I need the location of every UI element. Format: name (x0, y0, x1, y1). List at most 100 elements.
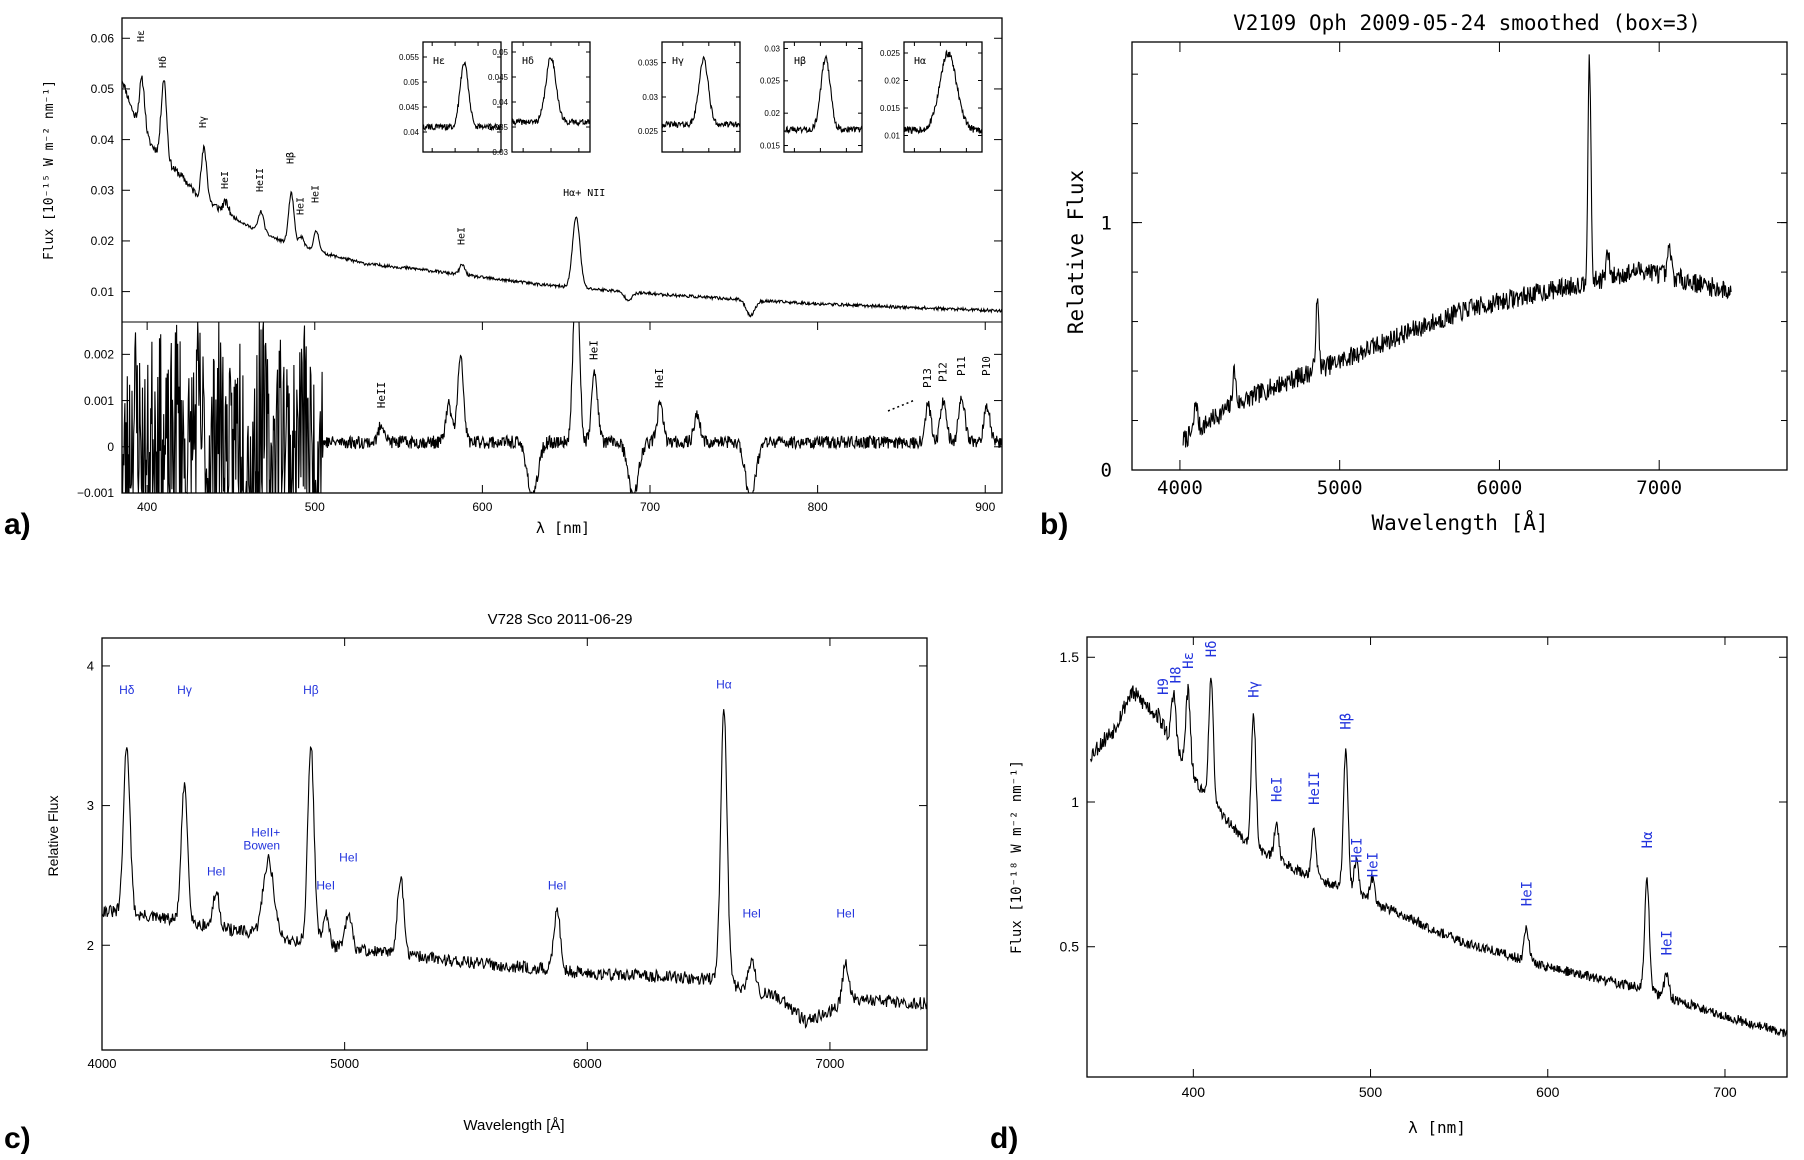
a-inset-y-tick-label: 0.015 (880, 104, 901, 113)
a-top-line-label: Hα+ NII (563, 188, 605, 199)
a-inset-y-tick-label: 0.05 (492, 48, 508, 57)
a-bottom-paschen-dots (887, 399, 916, 412)
a-inset-y-tick-label: 0.045 (399, 103, 420, 112)
a-inset-y-tick-label: 0.035 (488, 123, 509, 132)
panel-c-frame (101, 637, 928, 1051)
d-line-label: H8 (1169, 666, 1185, 683)
c-line-label: HeI (207, 864, 226, 878)
a-inset-title: Hβ (794, 56, 806, 67)
c-line-label: Bowen (243, 838, 280, 852)
panel-c: V728 Sco 2011-06-29 4000 5000 6000 7000 2 3 4 H… (45, 611, 928, 1134)
panel-d-frame (1086, 636, 1788, 1078)
panel-c-plot: 4000 5000 6000 7000 2 3 4 Hδ Hγ HeI HeII+Bowen Hβ He… (87, 638, 928, 1071)
panel-c-title: V728 Sco 2011-06-29 (488, 611, 633, 628)
a-bottom-y-tick-label: −0.001 (77, 486, 114, 500)
a-bottom-x-tick-label: 700 (640, 500, 660, 514)
a-inset-y-tick-label: 0.015 (760, 141, 781, 150)
a-bottom-y-tick-label: 0.001 (84, 394, 114, 408)
c-y-tick-label: 2 (87, 938, 94, 953)
panel-a-ylabel: Flux [10⁻¹⁵ W m⁻² nm⁻¹] (42, 80, 57, 260)
a-bottom-x-tick-label: 900 (975, 500, 995, 514)
b-y-tick-label: 1 (1101, 212, 1112, 234)
c-x-tick-label: 6000 (573, 1056, 602, 1071)
a-inset-y-tick-label: 0.025 (760, 77, 781, 86)
c-y-tick-label: 3 (87, 798, 94, 813)
a-top-y-tick-label: 0.02 (91, 234, 115, 248)
c-x-tick-label: 4000 (88, 1056, 117, 1071)
c-line-label: HeII+ (251, 825, 280, 839)
c-line-label: Hα (716, 677, 732, 691)
c-line-label: Hγ (177, 683, 192, 697)
a-inset-title: Hγ (672, 56, 684, 67)
panel-c-xlabel: Wavelength [Å] (463, 1117, 564, 1134)
d-line-label: HeI (1659, 930, 1675, 955)
d-line-label: Hγ (1247, 681, 1263, 698)
a-inset-y-tick-label: 0.04 (403, 128, 419, 137)
a-bottom-line-label: HeI (588, 340, 601, 360)
a-top-line-label: HeI (310, 185, 321, 203)
c-y-tick-label: 4 (87, 658, 94, 673)
a-bottom-y-tick-label: 0.002 (84, 348, 114, 362)
a-inset-frame (422, 41, 502, 153)
a-inset-spectrum-line (661, 55, 741, 129)
panel-d-ylabel: Flux [10⁻¹⁸ W m⁻² nm⁻¹] (1009, 760, 1025, 954)
panel-label-b: b) (1040, 508, 1068, 541)
d-line-label: HeI (1270, 777, 1286, 802)
c-spectrum-line (101, 709, 928, 1029)
a-inset-title: Hδ (522, 56, 534, 67)
a-bottom-line-label: P12 (936, 362, 949, 382)
d-x-tick-label: 600 (1536, 1084, 1560, 1100)
panel-label-d: d) (990, 1122, 1018, 1155)
a-top-spectrum-line (121, 75, 1003, 318)
a-inset-title: Hα (914, 56, 926, 67)
a-bottom-x-tick-label: 500 (305, 500, 325, 514)
a-top-line-label: HeI (456, 227, 467, 245)
a-bottom-spectrum-line (122, 321, 1003, 495)
a-top-y-tick-label: 0.03 (91, 183, 115, 197)
a-inset-y-tick-label: 0.01 (884, 131, 900, 140)
a-top-line-label: HeI (220, 171, 231, 189)
d-x-tick-label: 700 (1713, 1084, 1737, 1100)
a-top-line-label: HeI (295, 197, 306, 215)
c-line-label: HeI (316, 878, 335, 892)
b-spectrum-line (1182, 54, 1732, 448)
d-line-label: Hδ (1204, 640, 1220, 657)
a-top-y-tick-label: 0.01 (91, 285, 115, 299)
d-line-label: HeII (1307, 771, 1323, 805)
a-inset-y-tick-label: 0.025 (638, 127, 659, 136)
a-inset-y-tick-label: 0.03 (492, 148, 508, 157)
d-line-label: HeI (1365, 852, 1381, 877)
panel-label-c: c) (4, 1122, 31, 1155)
panel-a-xlabel: λ [nm] (536, 519, 590, 537)
panel-a: 0.01 0.02 0.03 0.04 0.05 0.06 Hε Hδ Hγ HeI HeII Hβ H… (42, 17, 1003, 537)
d-y-tick-label: 1 (1071, 794, 1079, 810)
d-spectrum-line (1089, 677, 1788, 1038)
panel-b-plot: 4000 5000 6000 7000 0 1 (1101, 42, 1787, 499)
b-y-tick-label: 0 (1101, 460, 1112, 482)
a-inset-y-tick-label: 0.05 (403, 78, 419, 87)
d-line-label: H9 (1156, 678, 1172, 695)
panel-a-bottom-plot: 400 500 600 700 800 900 −0.001 0 0.001 0.002 HeII H… (77, 321, 1003, 514)
a-top-y-tick-label: 0.04 (91, 133, 115, 147)
c-line-label: HeI (339, 850, 358, 864)
d-y-tick-label: 0.5 (1060, 939, 1080, 955)
d-line-label: HeI (1349, 837, 1365, 862)
a-inset-y-tick-label: 0.035 (638, 58, 659, 67)
d-line-label: Hε (1181, 652, 1197, 669)
a-bottom-line-label: P13 (921, 368, 934, 388)
a-top-line-label: Hε (136, 30, 147, 42)
b-x-tick-label: 4000 (1157, 477, 1203, 499)
a-bottom-line-label: P10 (980, 356, 993, 376)
panel-label-a: a) (4, 508, 31, 541)
panel-b-frame (1131, 41, 1788, 471)
c-x-tick-label: 5000 (330, 1056, 359, 1071)
panel-a-insets: 0.04 0.045 0.05 0.055 Hε 0.03 0.035 0.04 0.045 0.… (399, 41, 983, 157)
c-x-tick-label: 7000 (815, 1056, 844, 1071)
a-top-line-label: Hγ (198, 116, 209, 128)
a-top-line-label: HeII (255, 168, 266, 192)
a-inset-frame (903, 41, 983, 153)
a-top-line-label: Hδ (158, 56, 169, 68)
